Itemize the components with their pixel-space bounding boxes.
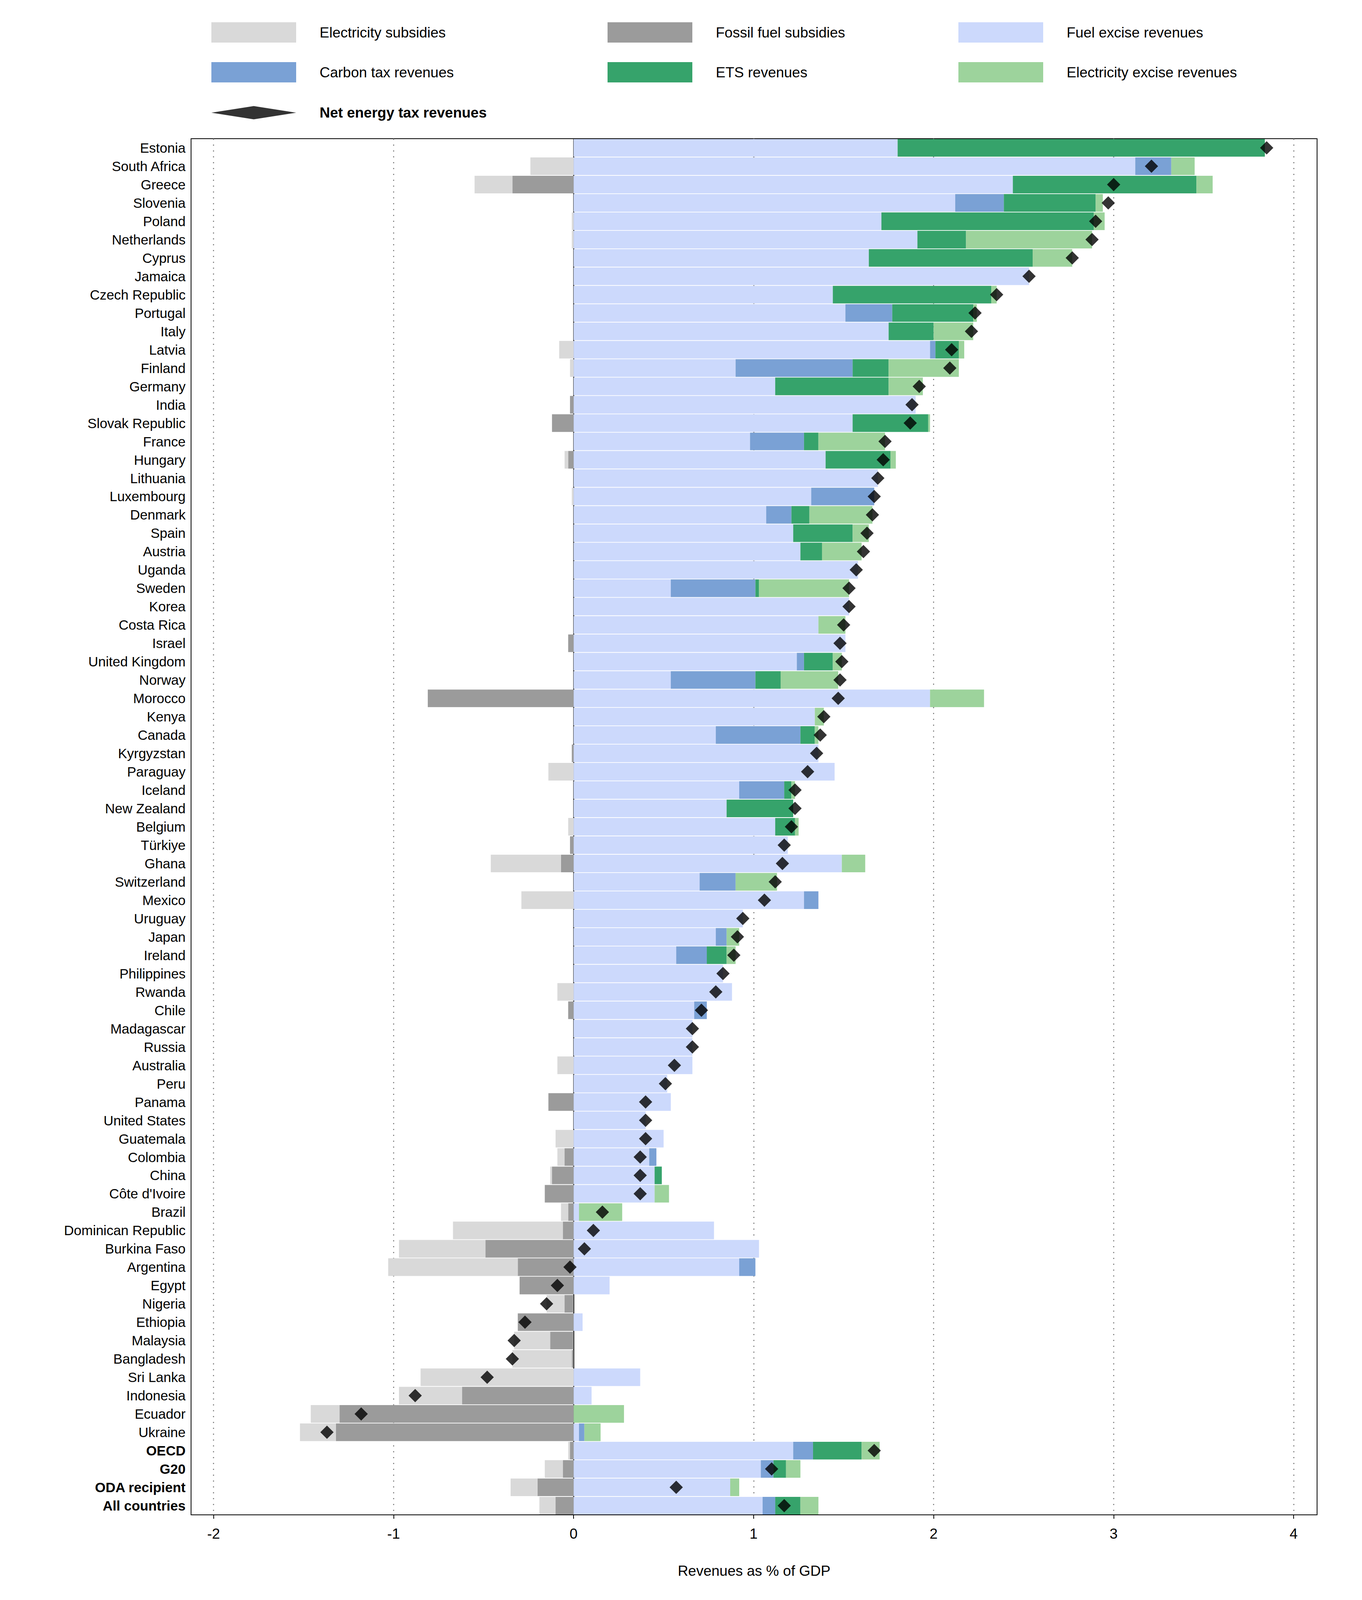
svg-text:Sri Lanka: Sri Lanka <box>127 1369 186 1386</box>
svg-text:Indonesia: Indonesia <box>126 1388 186 1404</box>
svg-text:China: China <box>150 1167 186 1184</box>
svg-text:Argentina: Argentina <box>126 1259 186 1275</box>
svg-text:Nigeria: Nigeria <box>142 1296 186 1312</box>
svg-text:ETS revenues: ETS revenues <box>715 64 808 81</box>
svg-text:Ukraine: Ukraine <box>138 1424 186 1441</box>
svg-text:Luxembourg: Luxembourg <box>109 488 186 505</box>
svg-text:Türkiye: Türkiye <box>140 837 186 853</box>
svg-text:Côte d'Ivoire: Côte d'Ivoire <box>109 1186 186 1202</box>
svg-text:Ethiopia: Ethiopia <box>136 1314 186 1330</box>
svg-text:Czech Republic: Czech Republic <box>89 287 186 303</box>
svg-text:Fossil fuel subsidies: Fossil fuel subsidies <box>715 24 846 41</box>
svg-text:Ghana: Ghana <box>144 856 186 872</box>
svg-text:Uruguay: Uruguay <box>134 911 186 927</box>
svg-text:0: 0 <box>569 1526 578 1543</box>
svg-text:Revenues as % of GDP: Revenues as % of GDP <box>677 1563 831 1580</box>
svg-text:Brazil: Brazil <box>151 1204 186 1220</box>
svg-text:Electricity subsidies: Electricity subsidies <box>319 24 446 41</box>
svg-text:G20: G20 <box>159 1461 186 1477</box>
svg-text:Costa Rica: Costa Rica <box>118 617 186 633</box>
svg-text:India: India <box>155 397 186 413</box>
svg-text:Germany: Germany <box>129 378 186 395</box>
svg-text:Italy: Italy <box>160 323 186 340</box>
svg-text:Iceland: Iceland <box>141 782 186 798</box>
svg-text:-2: -2 <box>207 1526 220 1543</box>
svg-text:Belgium: Belgium <box>136 819 186 835</box>
svg-text:Ireland: Ireland <box>143 947 186 964</box>
svg-text:Malaysia: Malaysia <box>131 1333 186 1349</box>
svg-text:Portugal: Portugal <box>134 305 186 321</box>
svg-text:Japan: Japan <box>148 929 186 945</box>
svg-text:OECD: OECD <box>146 1443 186 1459</box>
svg-text:Philippines: Philippines <box>119 966 186 982</box>
svg-text:Egypt: Egypt <box>150 1277 186 1294</box>
svg-text:Jamaica: Jamaica <box>134 268 186 285</box>
svg-text:Chile: Chile <box>154 1002 186 1019</box>
svg-text:Canada: Canada <box>137 727 186 743</box>
svg-text:New Zealand: New Zealand <box>105 800 186 817</box>
svg-text:Mexico: Mexico <box>142 892 186 908</box>
svg-text:Hungary: Hungary <box>134 452 186 468</box>
svg-text:Rwanda: Rwanda <box>135 984 186 1000</box>
svg-text:Netherlands: Netherlands <box>111 232 186 248</box>
svg-text:Slovenia: Slovenia <box>133 195 186 211</box>
svg-text:Poland: Poland <box>142 213 186 229</box>
svg-text:Net energy tax revenues: Net energy tax revenues <box>319 104 487 121</box>
svg-text:Estonia: Estonia <box>139 140 186 156</box>
svg-text:Finland: Finland <box>140 360 186 376</box>
svg-text:Sweden: Sweden <box>136 580 186 596</box>
svg-text:Norway: Norway <box>139 672 186 688</box>
svg-text:Korea: Korea <box>149 598 186 615</box>
svg-text:Carbon tax revenues: Carbon tax revenues <box>319 64 454 81</box>
svg-text:Dominican Republic: Dominican Republic <box>64 1222 186 1239</box>
svg-text:Bangladesh: Bangladesh <box>113 1351 186 1367</box>
svg-text:Switzerland: Switzerland <box>114 874 186 890</box>
svg-text:Lithuania: Lithuania <box>130 470 186 487</box>
svg-text:Peru: Peru <box>156 1076 186 1092</box>
svg-text:Uganda: Uganda <box>137 562 186 578</box>
svg-text:Fuel excise revenues: Fuel excise revenues <box>1066 24 1204 41</box>
svg-text:Slovak Republic: Slovak Republic <box>87 415 186 431</box>
svg-text:Colombia: Colombia <box>127 1149 186 1166</box>
svg-text:Denmark: Denmark <box>130 507 186 523</box>
svg-text:Paraguay: Paraguay <box>126 764 186 780</box>
svg-text:France: France <box>142 434 186 450</box>
svg-text:Australia: Australia <box>132 1058 186 1074</box>
svg-text:Spain: Spain <box>150 525 186 541</box>
svg-text:Russia: Russia <box>143 1039 186 1055</box>
svg-text:United Kingdom: United Kingdom <box>88 654 186 670</box>
svg-text:Kenya: Kenya <box>146 709 186 725</box>
svg-text:Guatemala: Guatemala <box>118 1131 186 1147</box>
svg-text:Israel: Israel <box>151 635 186 651</box>
svg-text:South Africa: South Africa <box>111 158 186 174</box>
svg-text:4: 4 <box>1289 1526 1298 1543</box>
svg-text:ODA recipient: ODA recipient <box>94 1479 186 1496</box>
svg-text:Morocco: Morocco <box>133 690 186 707</box>
svg-text:1: 1 <box>749 1526 758 1543</box>
svg-text:Burkina Faso: Burkina Faso <box>105 1241 186 1257</box>
svg-text:Madagascar: Madagascar <box>110 1021 186 1037</box>
svg-text:Electricity excise revenues: Electricity excise revenues <box>1066 64 1237 81</box>
svg-text:Austria: Austria <box>142 543 186 560</box>
svg-text:Latvia: Latvia <box>149 342 186 358</box>
svg-text:Panama: Panama <box>134 1094 186 1110</box>
svg-text:-1: -1 <box>387 1526 401 1543</box>
svg-text:Ecuador: Ecuador <box>134 1406 186 1422</box>
svg-text:2: 2 <box>929 1526 938 1543</box>
svg-text:Cyprus: Cyprus <box>142 250 186 266</box>
svg-text:Greece: Greece <box>140 176 186 193</box>
svg-text:All countries: All countries <box>102 1498 186 1514</box>
svg-text:3: 3 <box>1109 1526 1118 1543</box>
svg-text:United States: United States <box>103 1113 186 1129</box>
svg-text:Kyrgyzstan: Kyrgyzstan <box>117 745 186 762</box>
